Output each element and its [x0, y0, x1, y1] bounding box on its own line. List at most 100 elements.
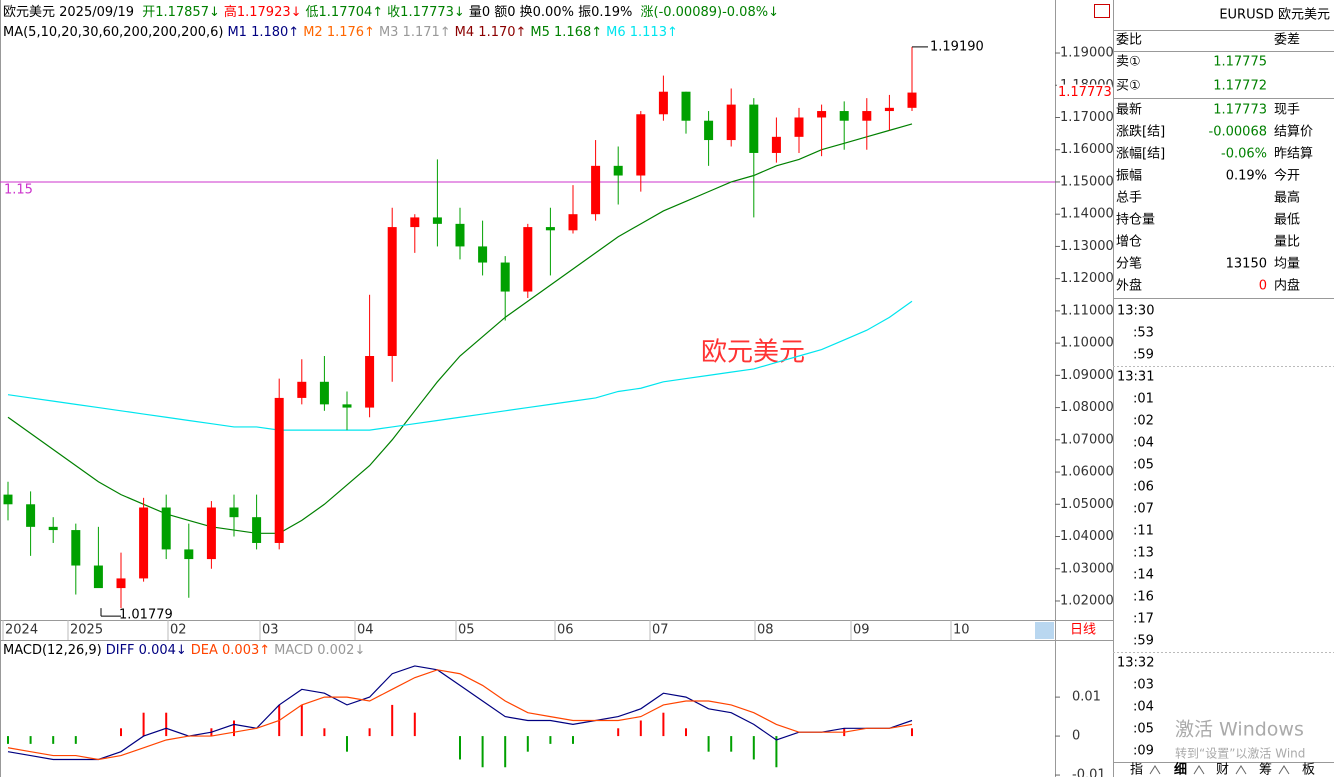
macd-bar — [526, 736, 529, 752]
candle-body — [500, 262, 510, 292]
quote-label: 卖① — [1116, 55, 1141, 70]
activation-hint: 转到“设置”以激活 Wind — [1175, 746, 1305, 761]
y-tick-label: 1.08000 — [1060, 400, 1114, 415]
y-tick-label: 1.06000 — [1060, 465, 1114, 480]
candle-body — [139, 507, 149, 579]
tick-time: :04 — [1133, 700, 1154, 715]
tab[interactable]: 财 — [1216, 763, 1229, 777]
candle-body — [3, 494, 13, 505]
candle-body — [297, 381, 307, 398]
candle-body — [771, 136, 781, 153]
window-button[interactable] — [1094, 4, 1110, 18]
quote-right: 均量 — [1274, 257, 1300, 272]
macd-bar — [662, 712, 665, 737]
macd-bar — [572, 736, 574, 744]
ma-line — [7, 123, 913, 534]
macd-bar — [120, 728, 122, 737]
macd-bar — [911, 728, 913, 737]
ma-legend: MA(5,10,20,30,60,200,200,200,6) M1 1.180↑… — [3, 25, 678, 40]
candle-body — [862, 111, 872, 121]
macd-bar — [74, 736, 77, 744]
tab[interactable]: 筹 — [1259, 762, 1272, 777]
tab[interactable]: 指 — [1130, 763, 1143, 777]
candle-body — [794, 117, 804, 137]
y-tick-label: 1.12000 — [1060, 271, 1114, 286]
y-tick-label: 1.10000 — [1060, 336, 1114, 351]
ma-legend-item: M3 1.171↑ — [379, 25, 451, 40]
quote-right: 最低 — [1274, 213, 1300, 228]
tab[interactable]: 细 — [1174, 762, 1187, 777]
quote-value: 1.17773 — [1213, 103, 1267, 118]
time-label: 03 — [262, 623, 279, 638]
ma-legend-item: M2 1.176↑ — [303, 25, 375, 40]
candle-body — [229, 507, 239, 518]
quote-label: 分笔 — [1116, 256, 1142, 272]
tab[interactable]: 板 — [1302, 763, 1315, 777]
tick-time: :16 — [1133, 590, 1154, 605]
candle-body — [884, 107, 894, 112]
macd-bar — [300, 704, 303, 737]
last-price: 1.17773 — [1058, 85, 1112, 100]
candle-body — [432, 217, 442, 224]
last-price-box — [1057, 84, 1112, 101]
header-item: 低1.17704↑ — [306, 5, 384, 20]
quote-label: 最新 — [1116, 102, 1142, 118]
macd-legend-item: DEA 0.003↑ — [191, 643, 270, 658]
tick-time: :13 — [1133, 546, 1154, 561]
quote-right: 委差 — [1274, 33, 1300, 48]
quote-label: 外盘 — [1116, 278, 1142, 294]
candle-body — [545, 227, 555, 231]
candle-body — [658, 91, 668, 115]
macd-bar — [165, 712, 168, 737]
macd-bar — [29, 736, 32, 744]
y-tick-label: 1.13000 — [1060, 239, 1114, 254]
macd-bar — [7, 736, 9, 744]
ma-legend-item: MA(5,10,20,30,60,200,200,200,6) — [3, 25, 223, 40]
candle-body — [681, 91, 691, 121]
ma-line — [7, 300, 913, 431]
time-label: 07 — [652, 623, 669, 638]
period-label: 日线 — [1070, 623, 1096, 638]
macd-line — [7, 669, 913, 761]
time-label: 2024 — [5, 623, 38, 638]
y-tick-label: 1.02000 — [1060, 593, 1114, 608]
header: 欧元美元 2025/09/19 开1.17857↓ 高1.17923↓ 低1.177… — [3, 4, 779, 20]
tick-time: :17 — [1133, 612, 1154, 627]
candle-body — [184, 549, 194, 560]
candle-body — [478, 246, 488, 263]
tab-arrow — [1235, 765, 1247, 775]
candle-body — [387, 227, 397, 357]
y-tick-label: 1.15000 — [1060, 174, 1114, 189]
y-tick-label: 1.09000 — [1060, 368, 1114, 383]
macd-bar — [707, 736, 710, 752]
macd-line — [7, 665, 913, 761]
y-tick-label: 0.01 — [1072, 690, 1101, 705]
quote-right: 内盘 — [1274, 278, 1300, 294]
candle-body — [161, 507, 171, 550]
macd-bar — [323, 728, 326, 737]
candle-body — [410, 217, 420, 228]
macd-bar — [504, 736, 507, 768]
y-tick-label: 1.19000 — [1060, 46, 1114, 61]
y-tick-label: 0 — [1072, 729, 1080, 744]
candle-body — [455, 223, 465, 247]
macd-bar — [549, 736, 552, 744]
candle-body — [636, 114, 646, 176]
candle-body — [93, 565, 103, 589]
y-tick-label: 1.03000 — [1060, 561, 1114, 576]
macd-bar — [391, 704, 394, 737]
macd-bar — [481, 736, 484, 768]
scroll-box[interactable] — [1035, 622, 1054, 639]
tick-time: :09 — [1133, 744, 1154, 759]
macd-bar — [775, 736, 778, 768]
candle-body — [342, 404, 352, 408]
watermark: 欧元美元 — [701, 338, 805, 368]
candle-body — [817, 111, 827, 118]
quote-label: 增仓 — [1116, 235, 1142, 250]
tab-arrow — [1193, 765, 1205, 775]
macd-bar — [142, 712, 145, 737]
macd-legend-item: DIFF 0.004↓ — [106, 643, 187, 658]
quote-right: 今开 — [1274, 168, 1300, 184]
macd-bar — [685, 728, 687, 737]
tick-time: :53 — [1133, 326, 1154, 341]
